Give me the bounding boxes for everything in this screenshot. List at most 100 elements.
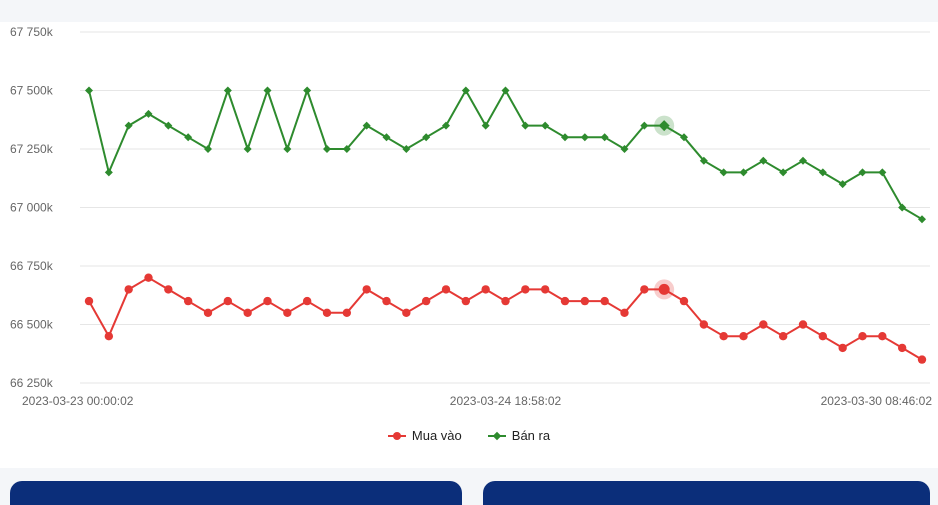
data-point xyxy=(501,86,510,95)
data-point xyxy=(461,86,470,95)
x-tick-label: 2023-03-23 00:00:02 xyxy=(22,394,134,408)
data-point xyxy=(441,285,451,294)
data-point xyxy=(322,308,332,317)
data-point xyxy=(620,308,629,317)
data-point xyxy=(759,156,768,165)
data-point xyxy=(164,285,173,294)
data-point xyxy=(323,145,331,153)
data-point xyxy=(481,121,490,130)
data-point xyxy=(421,296,431,306)
data-point xyxy=(658,283,670,295)
data-point xyxy=(600,296,609,306)
data-point xyxy=(719,332,728,341)
series-line-sell xyxy=(88,89,923,221)
data-point xyxy=(898,203,907,212)
chart-legend: Mua vào Bán ra xyxy=(0,428,938,443)
data-point xyxy=(124,121,133,130)
y-tick-label: 66 250k xyxy=(10,376,54,390)
data-point xyxy=(679,296,689,306)
data-point xyxy=(243,308,252,317)
x-tick-label: 2023-03-24 18:58:02 xyxy=(450,394,562,408)
data-point xyxy=(104,168,113,177)
price-line-chart: 66 250k 66 500k 66 750k 67 000k 67 250k 67 50… xyxy=(10,25,933,408)
data-point xyxy=(838,180,847,189)
data-point xyxy=(818,332,828,341)
data-point xyxy=(699,156,708,165)
data-point xyxy=(183,296,193,306)
y-tick-label: 67 250k xyxy=(10,142,54,156)
data-point xyxy=(481,285,490,294)
data-point xyxy=(243,145,252,153)
price-chart-panel: 66 250k 66 500k 66 750k 67 000k 67 250k 67 50… xyxy=(0,22,938,468)
data-point xyxy=(84,296,94,306)
data-point xyxy=(402,145,411,153)
data-point xyxy=(680,133,688,142)
data-point xyxy=(362,285,371,294)
data-point xyxy=(402,308,411,317)
data-point xyxy=(263,86,272,95)
data-point xyxy=(124,285,133,294)
data-point xyxy=(164,121,173,130)
data-point xyxy=(640,121,649,130)
data-point xyxy=(382,296,391,306)
data-point xyxy=(580,296,590,306)
data-point xyxy=(85,86,93,95)
legend-sell-label: Bán ra xyxy=(511,428,551,443)
data-point xyxy=(540,285,550,294)
data-point xyxy=(561,133,569,142)
data-point xyxy=(501,296,510,306)
data-point xyxy=(719,168,728,177)
data-point xyxy=(739,168,748,177)
data-point xyxy=(382,133,391,142)
legend-sell-swatch-icon xyxy=(487,430,506,442)
data-point xyxy=(658,120,670,132)
data-point xyxy=(778,332,788,341)
data-point xyxy=(541,121,550,130)
data-point xyxy=(799,156,807,165)
data-point xyxy=(283,308,292,317)
data-point xyxy=(223,296,233,306)
page-top-band xyxy=(0,0,938,22)
legend-buy-swatch-icon xyxy=(387,430,406,442)
y-tick-label: 67 750k xyxy=(10,25,54,39)
data-point xyxy=(442,121,450,130)
data-point xyxy=(203,308,213,317)
legend-buy-label: Mua vào xyxy=(411,428,462,443)
x-tick-label: 2023-03-30 08:46:02 xyxy=(821,394,933,408)
data-point xyxy=(342,308,352,317)
data-point xyxy=(897,343,907,353)
data-point xyxy=(818,168,827,177)
data-point xyxy=(302,296,312,306)
data-point xyxy=(144,109,153,118)
data-point xyxy=(560,296,570,306)
data-point xyxy=(204,145,212,153)
y-tick-label: 66 500k xyxy=(10,318,54,332)
data-point xyxy=(422,133,431,142)
data-point xyxy=(104,332,114,341)
data-point xyxy=(878,332,887,341)
bottom-card-right xyxy=(483,481,930,505)
data-point xyxy=(362,121,371,130)
data-point xyxy=(283,145,292,153)
data-point xyxy=(461,296,471,306)
data-point xyxy=(303,86,312,95)
data-point xyxy=(184,133,193,142)
legend-item-buy[interactable]: Mua vào xyxy=(387,428,462,443)
y-tick-label: 67 500k xyxy=(10,84,54,98)
data-point xyxy=(640,285,649,294)
data-point xyxy=(263,296,272,306)
data-point xyxy=(144,273,153,282)
y-tick-label: 67 000k xyxy=(10,201,54,215)
data-point xyxy=(699,320,709,329)
data-point xyxy=(521,121,530,130)
data-point xyxy=(759,320,768,329)
data-point xyxy=(878,168,887,177)
bottom-card-left xyxy=(10,481,462,505)
y-tick-label: 66 750k xyxy=(10,259,54,273)
data-point xyxy=(798,320,808,329)
series-line-buy xyxy=(88,276,923,361)
data-point xyxy=(858,168,867,177)
data-point xyxy=(918,215,926,224)
data-point xyxy=(620,145,629,153)
legend-item-sell[interactable]: Bán ra xyxy=(487,428,551,443)
